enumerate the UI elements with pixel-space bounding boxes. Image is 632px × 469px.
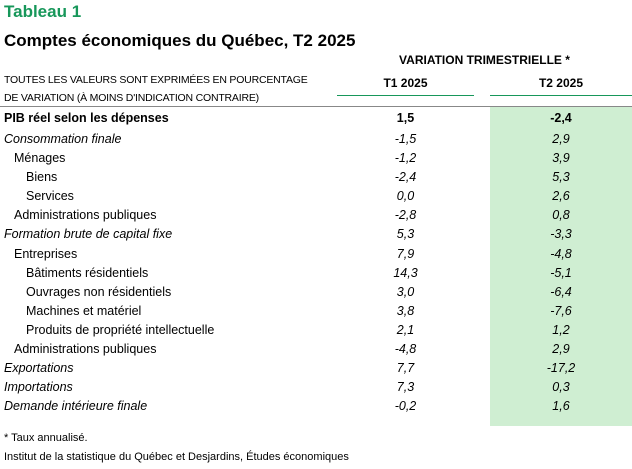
row-label: Importations bbox=[4, 380, 73, 395]
table-number: Tableau 1 bbox=[4, 2, 82, 21]
row-label: Consommation finale bbox=[4, 132, 122, 146]
value-t2: 0,8 bbox=[552, 208, 570, 223]
column-underline-t2 bbox=[490, 95, 632, 96]
value-t2: -4,8 bbox=[550, 246, 572, 261]
table-row: Administrations publiques -4,8 2,9 bbox=[0, 342, 632, 361]
source: Institut de la statistique du Québec et … bbox=[4, 451, 349, 463]
value-t1: 3,0 bbox=[396, 284, 415, 299]
value-t1: -2,4 bbox=[394, 170, 417, 185]
value-t2: 5,3 bbox=[552, 170, 570, 185]
value-t1: 14,3 bbox=[393, 265, 418, 280]
table-body: PIB réel selon les dépenses 1,5 -2,4 Consom… bbox=[0, 111, 632, 423]
units-note-line2: DE VARIATION (À MOINS D'INDICATION CONTR… bbox=[4, 92, 259, 104]
value-t2: 2,9 bbox=[552, 132, 570, 146]
value-t1: -1,5 bbox=[394, 132, 417, 146]
table-row: Ouvrages non résidentiels 3,0 -6,4 bbox=[0, 285, 632, 304]
column-group-header: VARIATION TRIMESTRIELLE * bbox=[399, 53, 570, 67]
value-t2: 1,2 bbox=[552, 322, 570, 337]
row-label: Services bbox=[26, 189, 74, 204]
value-t2: -6,4 bbox=[550, 284, 572, 299]
footnote: * Taux annualisé. bbox=[4, 432, 88, 444]
value-t2: 1,6 bbox=[552, 399, 570, 414]
row-label: Ouvrages non résidentiels bbox=[26, 284, 172, 299]
value-t1: 5,3 bbox=[396, 227, 415, 242]
column-header-t1: T1 2025 bbox=[383, 76, 428, 90]
value-t2: -17,2 bbox=[546, 361, 576, 376]
header-divider bbox=[0, 106, 632, 107]
value-t2: 2,9 bbox=[552, 342, 570, 357]
value-t2: 0,3 bbox=[552, 380, 570, 395]
value-t1: -0,2 bbox=[394, 399, 417, 414]
value-t2: -5,1 bbox=[550, 265, 572, 280]
table-row: Bâtiments résidentiels 14,3 -5,1 bbox=[0, 266, 632, 285]
column-header-t2: T2 2025 bbox=[538, 76, 584, 90]
row-label: Produits de propriété intellectuelle bbox=[26, 322, 215, 337]
row-label: Entreprises bbox=[14, 246, 78, 261]
table-row: Importations 7,3 0,3 bbox=[0, 380, 632, 399]
table-row: Biens -2,4 5,3 bbox=[0, 170, 632, 189]
row-label: Bâtiments résidentiels bbox=[26, 265, 149, 280]
value-t1: 0,0 bbox=[396, 189, 415, 204]
value-t1: 1,5 bbox=[396, 111, 415, 125]
row-label: Formation brute de capital fixe bbox=[4, 227, 173, 242]
table-row: Produits de propriété intellectuelle 2,1 1… bbox=[0, 323, 632, 342]
value-t1: 7,7 bbox=[396, 361, 415, 376]
value-t2: 3,9 bbox=[552, 151, 570, 166]
table-row: Ménages -1,2 3,9 bbox=[0, 151, 632, 170]
table-row: PIB réel selon les dépenses 1,5 -2,4 bbox=[0, 111, 632, 132]
value-t1: 7,3 bbox=[396, 380, 415, 395]
column-underline-t1 bbox=[337, 95, 474, 96]
value-t1: 2,1 bbox=[396, 322, 415, 337]
table-row: Demande intérieure finale -0,2 1,6 bbox=[0, 399, 632, 423]
table-title: Comptes économiques du Québec, T2 2025 bbox=[4, 31, 356, 50]
row-label: Machines et matériel bbox=[26, 303, 142, 318]
row-label: Administrations publiques bbox=[14, 208, 157, 223]
value-t1: -2,8 bbox=[394, 208, 417, 223]
value-t2: -7,6 bbox=[550, 303, 572, 318]
value-t1: 7,9 bbox=[396, 246, 415, 261]
value-t1: -1,2 bbox=[394, 151, 417, 166]
value-t2: -3,3 bbox=[550, 227, 572, 242]
value-t1: -4,8 bbox=[394, 342, 417, 357]
table-row: Exportations 7,7 -17,2 bbox=[0, 361, 632, 380]
value-t2: 2,6 bbox=[552, 189, 570, 204]
table-row: Consommation finale -1,5 2,9 bbox=[0, 132, 632, 151]
row-label: Biens bbox=[26, 170, 58, 185]
row-label: Exportations bbox=[4, 361, 74, 376]
value-t2: -2,4 bbox=[550, 111, 572, 125]
table-row: Formation brute de capital fixe 5,3 -3,3 bbox=[0, 227, 632, 246]
row-label: Ménages bbox=[14, 151, 66, 166]
table-row: Entreprises 7,9 -4,8 bbox=[0, 247, 632, 266]
row-label: PIB réel selon les dépenses bbox=[4, 111, 169, 125]
units-note-line1: TOUTES LES VALEURS SONT EXPRIMÉES EN POU… bbox=[4, 74, 308, 86]
table-row: Machines et matériel 3,8 -7,6 bbox=[0, 304, 632, 323]
table-row: Administrations publiques -2,8 0,8 bbox=[0, 208, 632, 227]
table-row: Services 0,0 2,6 bbox=[0, 189, 632, 208]
value-t1: 3,8 bbox=[396, 303, 415, 318]
highlight-column bbox=[490, 107, 632, 426]
row-label: Demande intérieure finale bbox=[4, 399, 148, 414]
row-label: Administrations publiques bbox=[14, 342, 157, 357]
